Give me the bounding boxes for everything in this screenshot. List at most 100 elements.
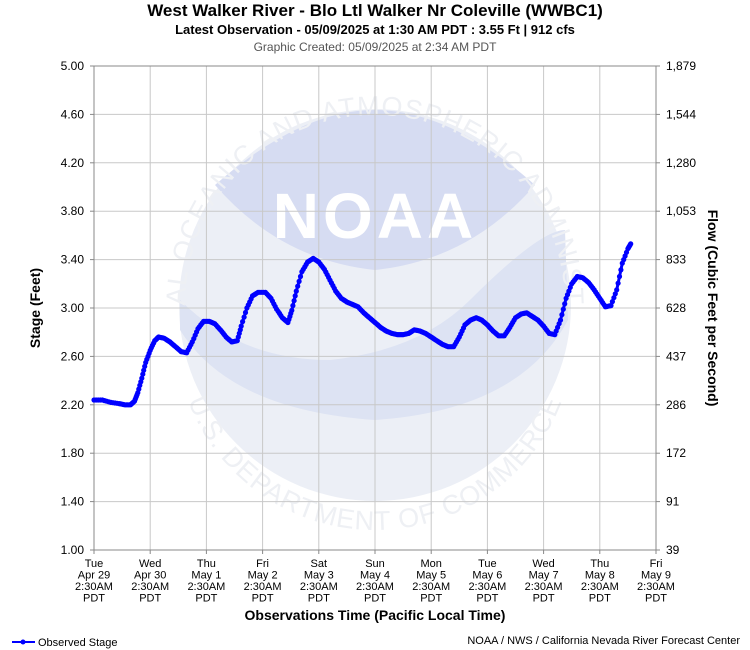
y2-axis-ticks: 1,879 1,544 1,280 1,053 833 628 437 286 172 91 39 xyxy=(666,59,696,557)
data-point xyxy=(618,267,624,273)
x-tick-label-line: 2:30AM xyxy=(412,581,450,593)
x-tick-label-line: 2:30AM xyxy=(300,581,338,593)
x-tick-label-line: May 3 xyxy=(304,570,334,582)
x-tick-label: Fri May 9 2:30AM PDT xyxy=(637,558,675,605)
x-tick-label-line: PDT xyxy=(420,593,442,605)
noaa-logo-text: NOAA xyxy=(273,180,477,252)
data-point xyxy=(141,367,147,373)
data-point xyxy=(293,288,299,294)
data-point xyxy=(615,280,621,286)
y2-tick-label: 437 xyxy=(666,349,686,363)
x-tick-label: Mon May 5 2:30AM PDT xyxy=(412,558,450,605)
legend-marker-swatch xyxy=(20,639,26,645)
data-point xyxy=(616,273,623,280)
data-point xyxy=(241,314,247,320)
data-point xyxy=(289,307,295,313)
data-point xyxy=(238,323,244,329)
x-tick-label: Tue Apr 29 2:30AM PDT xyxy=(75,558,113,605)
data-point xyxy=(297,273,304,280)
x-tick-label: Thu May 1 2:30AM PDT xyxy=(187,558,225,605)
x-tick-label-line: PDT xyxy=(83,593,105,605)
y2-tick-label: 628 xyxy=(666,301,686,315)
y2-tick-label: 1,280 xyxy=(666,156,696,170)
data-point xyxy=(559,312,565,318)
y-tick-label: 4.20 xyxy=(61,156,85,170)
y-tick-label: 3.40 xyxy=(61,253,85,267)
x-tick-label-line: May 9 xyxy=(641,570,671,582)
x-tick-label-line: 2:30AM xyxy=(75,581,113,593)
x-tick-label-line: 2:30AM xyxy=(131,581,169,593)
x-tick-label-line: PDT xyxy=(308,593,330,605)
x-tick-label-line: 2:30AM xyxy=(581,581,619,593)
x-tick-label-line: Sat xyxy=(311,558,328,570)
graphic-created-text: Graphic Created: 05/09/2025 at 2:34 AM P… xyxy=(254,40,497,54)
y-tick-label: 3.00 xyxy=(61,301,85,315)
y-tick-label: 1.40 xyxy=(61,495,85,509)
x-tick-label: Wed Apr 30 2:30AM PDT xyxy=(131,558,169,605)
x-tick-label-line: PDT xyxy=(589,593,611,605)
data-point xyxy=(608,303,614,309)
x-tick-label-line: Thu xyxy=(197,558,216,570)
x-tick-label-line: 2:30AM xyxy=(244,581,282,593)
x-tick-label: Thu May 8 2:30AM PDT xyxy=(581,558,619,605)
x-tick-label-line: Wed xyxy=(532,558,554,570)
data-point xyxy=(557,317,564,323)
x-tick-label-line: 2:30AM xyxy=(525,581,563,593)
x-tick-label: Sun May 4 2:30AM PDT xyxy=(356,558,394,605)
y2-axis-label: Flow (Cubic Feet per Second) xyxy=(705,210,721,407)
x-tick-label: Sat May 3 2:30AM PDT xyxy=(300,558,338,605)
y2-tick-label: 1,053 xyxy=(666,204,696,218)
y2-tick-label: 1,544 xyxy=(666,107,696,121)
x-tick-label-line: May 6 xyxy=(472,570,502,582)
y2-tick-label: 286 xyxy=(666,398,686,412)
x-tick-label-line: May 7 xyxy=(529,570,559,582)
data-point xyxy=(291,298,297,304)
y-tick-label: 4.60 xyxy=(61,107,85,121)
x-tick-label-line: PDT xyxy=(252,593,274,605)
data-point xyxy=(139,375,145,381)
x-axis-label: Observations Time (Pacific Local Time) xyxy=(245,607,506,623)
data-point xyxy=(611,295,617,301)
x-tick-label-line: 2:30AM xyxy=(468,581,506,593)
chart-title: West Walker River - Blo Ltl Walker Nr Co… xyxy=(147,1,603,20)
y-axis-label: Stage (Feet) xyxy=(27,268,43,348)
x-tick-label-line: Wed xyxy=(139,558,161,570)
x-tick-label-line: May 5 xyxy=(416,570,446,582)
y-tick-label: 3.80 xyxy=(61,204,85,218)
data-point xyxy=(612,291,618,297)
x-tick-label-line: PDT xyxy=(645,593,667,605)
x-tick-label-line: PDT xyxy=(195,593,217,605)
chart-grid xyxy=(90,65,660,554)
x-tick-label-line: Apr 30 xyxy=(134,570,166,582)
data-point xyxy=(242,309,249,316)
data-point xyxy=(240,319,246,325)
data-point xyxy=(614,287,620,293)
x-tick-label-line: 2:30AM xyxy=(637,581,675,593)
x-tick-label-line: PDT xyxy=(139,593,161,605)
x-tick-label-line: May 4 xyxy=(360,570,390,582)
legend-label: Observed Stage xyxy=(38,637,118,649)
y-tick-label: 1.80 xyxy=(61,446,85,460)
y-tick-label: 1.00 xyxy=(61,543,85,557)
y2-tick-label: 833 xyxy=(666,253,686,267)
x-tick-label-line: 2:30AM xyxy=(356,581,394,593)
noaa-watermark-logo: NOAA NATIONAL OCEANIC AND ATMOSPHERIC AD… xyxy=(0,0,588,536)
y-tick-label: 5.00 xyxy=(61,59,85,73)
data-point xyxy=(296,278,302,284)
data-point xyxy=(628,241,634,247)
x-tick-label-line: Apr 29 xyxy=(78,570,110,582)
observed-stage-series xyxy=(91,241,634,408)
y-tick-label: 2.20 xyxy=(61,398,85,412)
x-tick-label-line: Tue xyxy=(85,558,104,570)
y2-tick-label: 39 xyxy=(666,543,680,557)
x-tick-label: Fri May 2 2:30AM PDT xyxy=(244,558,282,605)
x-tick-label: Tue May 6 2:30AM PDT xyxy=(468,558,506,605)
data-point xyxy=(290,303,296,309)
plot-area-frame xyxy=(93,65,657,551)
x-tick-label-line: PDT xyxy=(533,593,555,605)
y2-tick-label: 91 xyxy=(666,495,680,509)
x-tick-label-line: May 1 xyxy=(191,570,221,582)
x-tick-label-line: Sun xyxy=(365,558,385,570)
